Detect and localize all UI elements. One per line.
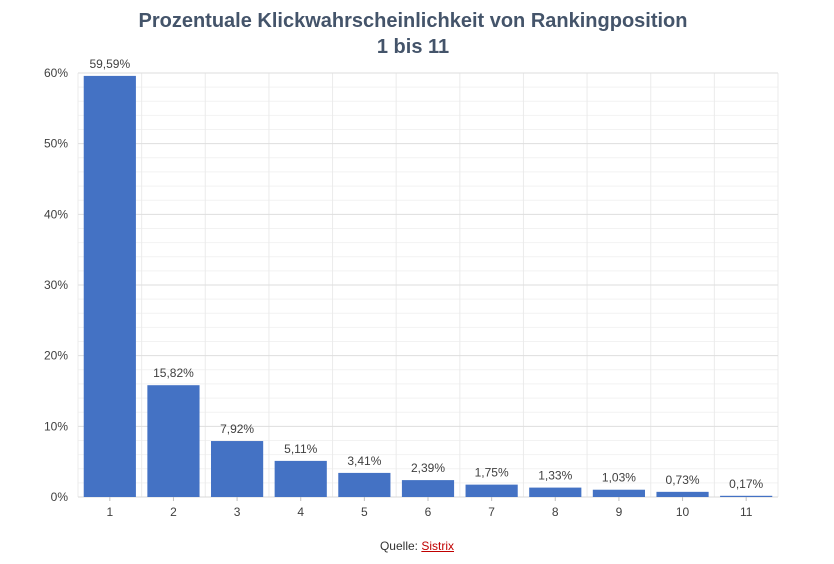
data-label: 3,41% [347, 454, 381, 468]
source-line: Quelle: Sistrix [0, 539, 834, 553]
y-tick-label: 60% [44, 66, 68, 80]
y-tick-label: 40% [44, 207, 68, 221]
data-label: 1,75% [475, 466, 509, 480]
bars [83, 75, 773, 497]
source-prefix: Quelle: [379, 539, 418, 553]
data-label: 59,59% [89, 57, 130, 71]
bar-position-8 [529, 487, 582, 497]
data-label: 2,39% [411, 461, 445, 475]
data-label: 0,17% [729, 477, 763, 491]
x-tick-label: 1 [106, 505, 113, 519]
x-tick-label: 9 [616, 505, 623, 519]
source-link[interactable]: Sistrix [421, 539, 455, 553]
bar-position-1 [83, 75, 136, 497]
data-label: 5,11% [284, 442, 317, 456]
x-tick-label: 7 [488, 505, 495, 519]
chart-title-line-2: 1 bis 11 [377, 36, 449, 58]
bar-position-5 [338, 472, 391, 497]
y-axis: 0% 10% 20% 30% 40% 50% 60% [44, 66, 68, 504]
data-labels: 59,59% 15,82% 7,92% 5,11% 3,41% 2,39% 1,75% 1,3… [89, 57, 763, 491]
y-tick-label: 30% [44, 278, 68, 292]
bar-position-4 [274, 460, 327, 497]
bar-position-9 [592, 489, 645, 497]
data-label: 15,82% [153, 366, 194, 380]
bar-position-3 [211, 441, 264, 497]
y-tick-label: 0% [51, 490, 69, 504]
x-tick-label: 5 [361, 505, 368, 519]
x-tick-label: 2 [170, 505, 177, 519]
data-label: 0,73% [666, 473, 700, 487]
x-axis: 1 2 3 4 5 6 7 8 9 10 11 [106, 497, 753, 519]
chart-title-line-1: Prozentuale Klickwahrscheinlichkeit von … [138, 10, 687, 32]
x-tick-label: 8 [552, 505, 559, 519]
y-tick-label: 20% [44, 349, 68, 363]
data-label: 1,33% [538, 469, 572, 483]
y-tick-label: 50% [44, 137, 68, 151]
x-tick-label: 6 [425, 505, 432, 519]
bar-position-7 [465, 484, 518, 497]
data-label: 1,03% [602, 471, 636, 485]
bar-position-11 [720, 495, 773, 497]
x-tick-label: 11 [740, 505, 753, 519]
bar-position-6 [401, 480, 455, 497]
bar-position-2 [147, 385, 200, 497]
y-tick-label: 10% [44, 419, 68, 433]
bar-position-10 [656, 491, 709, 497]
x-tick-label: 3 [234, 505, 241, 519]
x-tick-label: 4 [297, 505, 304, 519]
x-tick-label: 10 [676, 505, 690, 519]
data-label: 7,92% [220, 422, 254, 436]
